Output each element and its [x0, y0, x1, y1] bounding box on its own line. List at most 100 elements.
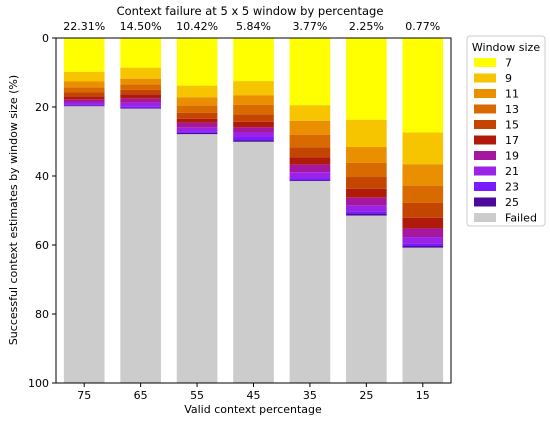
legend-title: Window size [472, 41, 540, 54]
legend-swatch [474, 166, 496, 176]
bar-segment-15-9 [402, 132, 444, 165]
bar-segment-15-25 [402, 246, 444, 248]
legend-swatch [474, 151, 496, 160]
bar-segment-25-19 [346, 197, 387, 206]
bar-segment-25-11 [346, 147, 387, 163]
bar-segment-65-15 [120, 89, 161, 95]
bar-segment-45-19 [233, 127, 274, 133]
top-percentage-label: 10.42% [176, 20, 218, 33]
x-tick-label: 55 [190, 389, 204, 402]
bars-layer [63, 38, 444, 383]
legend-swatch [474, 104, 496, 114]
bar-segment-65-9 [120, 67, 161, 79]
legend-label: 17 [505, 134, 519, 147]
x-tick-label: 35 [303, 389, 317, 402]
bar-segment-55-11 [176, 97, 218, 106]
y-tick-label: 20 [35, 101, 49, 114]
legend-label: 13 [505, 103, 519, 116]
bar-segment-35-13 [289, 134, 331, 148]
bar-segment-55-17 [176, 118, 218, 123]
bar-segment-45-13 [233, 104, 274, 115]
bar-segment-65-25 [120, 108, 161, 109]
bar-segment-45-7 [233, 38, 274, 82]
x-tick-label: 75 [77, 389, 91, 402]
bar-segment-75-17 [63, 96, 105, 100]
bar-segment-25-21 [346, 205, 387, 212]
x-tick-label: 25 [359, 389, 373, 402]
bar-segment-75-11 [63, 81, 105, 88]
bar-segment-25-7 [346, 38, 387, 120]
bar-segment-15-17 [402, 217, 444, 229]
bar-segment-55-failed [176, 134, 218, 383]
bar-segment-75-13 [63, 87, 105, 93]
bar-segment-25-23 [346, 211, 387, 214]
legend-frame [466, 35, 546, 227]
legend-swatch [474, 120, 496, 129]
bar-segment-25-17 [346, 188, 387, 198]
legend-swatch [474, 89, 496, 98]
bar-segment-45-9 [233, 81, 274, 96]
bar-segment-15-23 [402, 243, 444, 247]
x-tick-label: 15 [416, 389, 430, 402]
bar-segment-65-23 [120, 106, 161, 109]
legend-swatch [474, 197, 496, 207]
bar-segment-45-25 [233, 140, 274, 142]
bar-segment-45-15 [233, 114, 274, 122]
legend-label: 15 [505, 119, 519, 132]
bar-segment-75-failed [63, 106, 105, 383]
bar-segment-45-failed [233, 141, 274, 383]
legend-label: 19 [505, 150, 519, 163]
y-axis-label: Successful context estimates by window s… [7, 75, 20, 345]
x-axis: 75 65 55 45 35 25 15 [77, 383, 430, 402]
bar-segment-25-9 [346, 119, 387, 148]
bar-segment-65-11 [120, 78, 161, 85]
bar-segment-65-17 [120, 94, 161, 99]
legend-label: 11 [505, 88, 519, 101]
bar-segment-15-19 [402, 228, 444, 238]
bar-segment-55-23 [176, 131, 218, 133]
legend-items: 7 9 11 13 15 17 19 21 23 25 Failed [474, 57, 537, 225]
bar-segment-35-7 [289, 38, 331, 106]
legend-swatch [474, 58, 496, 67]
top-percentage-label: 14.50% [120, 20, 162, 33]
y-tick-label: 100 [28, 377, 49, 390]
top-percentage-label: 0.77% [405, 20, 440, 33]
bar-segment-55-25 [176, 132, 218, 135]
bar-segment-45-21 [233, 132, 274, 138]
legend-label: 23 [505, 181, 519, 194]
y-tick-label: 80 [35, 308, 49, 321]
bar-segment-55-13 [176, 105, 218, 113]
legend-label: 21 [505, 165, 519, 178]
legend-swatch [474, 73, 496, 83]
x-tick-label: 45 [247, 389, 261, 402]
bar-segment-45-23 [233, 137, 274, 141]
top-percentage-label: 5.84% [236, 20, 271, 33]
bar-segment-35-23 [289, 178, 331, 181]
legend-swatch [474, 182, 496, 191]
chart-title: Context failure at 5 x 5 window by perce… [117, 4, 384, 18]
bar-segment-35-9 [289, 105, 331, 121]
bar-segment-25-13 [346, 162, 387, 178]
bar-segment-25-15 [346, 177, 387, 189]
bar-segment-65-21 [120, 102, 161, 107]
bar-segment-75-21 [63, 102, 105, 105]
bar-segment-75-19 [63, 99, 105, 103]
bar-segment-45-11 [233, 95, 274, 105]
y-tick-label: 40 [35, 170, 49, 183]
legend-label: 7 [505, 57, 512, 70]
bar-segment-15-21 [402, 237, 444, 244]
top-labels: 22.31% 14.50% 10.42% 5.84% 3.77% 2.25% 0.77% [63, 20, 440, 33]
bar-segment-15-7 [402, 38, 444, 133]
bar-segment-55-9 [176, 85, 218, 98]
top-percentage-label: 2.25% [349, 20, 384, 33]
bar-segment-25-failed [346, 215, 387, 383]
bar-segment-75-9 [63, 71, 105, 82]
legend-label: 9 [505, 72, 512, 85]
bar-segment-25-25 [346, 213, 387, 216]
bar-segment-55-21 [176, 127, 218, 132]
bar-segment-45-17 [233, 121, 274, 128]
legend: Window size 7 9 11 13 15 17 19 21 23 25 Failed [466, 35, 546, 227]
bar-segment-75-25 [63, 105, 105, 107]
